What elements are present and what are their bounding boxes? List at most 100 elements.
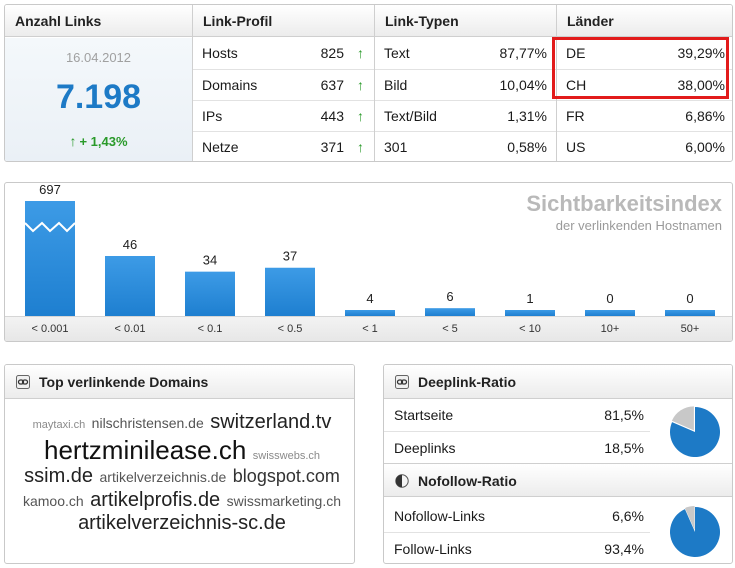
pie-slice-major	[670, 507, 720, 557]
ratio-panel: Deeplink-Ratio Startseite 81,5% Deeplink…	[383, 364, 733, 564]
up-arrow-icon: ↑	[357, 77, 364, 93]
row-value: 93,4%	[604, 541, 644, 557]
bar-value-label: 0	[686, 291, 693, 306]
row-value: 1,31%	[507, 108, 547, 124]
domain-tag-link[interactable]: swisswebs.ch	[252, 449, 320, 462]
chart-bar	[265, 267, 315, 316]
deeplink-row: Deeplinks 18,5%	[384, 431, 650, 463]
bar-value-label: 0	[606, 291, 613, 306]
domain-tag-link[interactable]: kamoo.ch	[22, 492, 84, 509]
bar-value-label: 46	[123, 237, 137, 252]
nofollow-pie-chart	[670, 506, 720, 557]
link-typen-row: Text 87,77%	[375, 38, 556, 69]
laender-row: US 6,00%	[557, 131, 732, 161]
laender-header: Länder	[557, 5, 732, 37]
row-label: US	[566, 139, 586, 155]
bar-value-label: 34	[203, 253, 217, 268]
up-arrow-icon: ↑	[357, 45, 364, 61]
axis-break-mark	[24, 221, 76, 233]
report-date: 16.04.2012	[65, 50, 132, 65]
anzahl-links-column: Anzahl Links 16.04.2012 7.198 ↑ + 1,43%	[5, 5, 192, 161]
row-value: 39,29%	[677, 45, 725, 61]
row-label: Startseite	[394, 407, 454, 423]
row-value: 6,86%	[685, 108, 725, 124]
x-tick-label: < 0.5	[278, 323, 303, 335]
bar-value-label: 4	[366, 291, 373, 306]
deeplink-ratio-title: Deeplink-Ratio	[418, 374, 517, 390]
domain-tag-link[interactable]: blogspot.com	[232, 466, 340, 487]
link-typen-row: Text/Bild 1,31%	[375, 100, 556, 131]
pie-slice-minor	[671, 406, 694, 431]
row-label: Bild	[384, 77, 408, 93]
domain-tag-link[interactable]: ssim.de	[24, 465, 94, 488]
domain-tag-link[interactable]: artikelprofis.de	[90, 488, 221, 511]
link-typen-row: Bild 10,04%	[375, 69, 556, 100]
row-value: 443	[320, 108, 344, 124]
laender-row: FR 6,86%	[557, 100, 732, 131]
domain-tag-link[interactable]: artikelverzeichnis.de	[99, 469, 227, 486]
laender-column: Länder DE 39,29% CH 38,00% FR 6,86% US 6…	[556, 5, 732, 161]
domain-tag-link[interactable]: artikelverzeichnis-sc.de	[78, 512, 286, 535]
half-circle-icon	[395, 474, 409, 488]
chart-bar	[585, 310, 635, 316]
link-icon	[395, 375, 409, 389]
bar-chart-svg: 697 < 0.001 46 < 0.01 34 < 0.1 37 < 0.5 4 < 1 6 < 5…	[24, 183, 715, 335]
domain-tag-link[interactable]: nilschristensen.de	[91, 415, 204, 431]
row-value: 6,00%	[685, 139, 725, 155]
bar-value-label: 1	[526, 291, 533, 306]
chart-title: Sichtbarkeitsindex	[526, 191, 722, 216]
anzahl-links-header: Anzahl Links	[5, 5, 192, 37]
x-tick-label: < 10	[519, 323, 541, 335]
laender-row: DE 39,29%	[557, 38, 732, 69]
laender-row: CH 38,00%	[557, 69, 732, 100]
pie-slice-major	[670, 407, 720, 457]
nofollow-ratio-header: Nofollow-Ratio	[384, 463, 732, 497]
row-value: 10,04%	[499, 77, 547, 93]
row-label: IPs	[202, 108, 223, 124]
domain-tag-cloud: maytaxi.ch nilschristensen.de switzerlan…	[17, 411, 347, 536]
chart-subtitle: der verlinkenden Hostnamen	[555, 218, 722, 233]
domain-tag-link[interactable]: maytaxi.ch	[32, 419, 86, 431]
chart-bar	[505, 310, 555, 316]
row-value: 6,6%	[612, 508, 644, 524]
row-label: Deeplinks	[394, 440, 456, 456]
pie-slice-minor	[684, 506, 695, 531]
domain-tag-link[interactable]: hertzminilease.ch	[43, 434, 247, 465]
link-typen-column: Link-Typen Text 87,77% Bild 10,04% Text/…	[374, 5, 556, 161]
sichtbarkeitsindex-chart: Sichtbarkeitsindex der verlinkenden Host…	[4, 182, 733, 342]
total-link-count: 7.198	[55, 78, 142, 116]
nofollow-ratio-title: Nofollow-Ratio	[418, 473, 517, 489]
row-label: Nofollow-Links	[394, 508, 486, 524]
bar-value-label: 6	[446, 289, 453, 304]
link-profil-row: Hosts 825 ↑	[193, 38, 374, 69]
row-label: Follow-Links	[394, 541, 472, 557]
up-arrow-icon: ↑	[357, 108, 364, 124]
row-value: 0,58%	[507, 139, 547, 155]
x-tick-label: < 0.01	[115, 323, 146, 335]
domain-tag-link[interactable]: swissmarketing.ch	[226, 492, 342, 509]
deeplink-ratio-header: Deeplink-Ratio	[384, 365, 732, 399]
row-value: 825	[320, 45, 344, 61]
row-value: 637	[320, 77, 344, 93]
row-value: 87,77%	[499, 45, 547, 61]
link-profil-row: Netze 371 ↑	[193, 131, 374, 161]
growth-value: + 1,43%	[79, 134, 128, 149]
chart-bar	[105, 256, 155, 316]
up-arrow-icon: ↑	[69, 133, 77, 149]
top-domains-title: Top verlinkende Domains	[39, 374, 209, 390]
chart-bar	[345, 310, 395, 316]
row-label: FR	[566, 108, 585, 124]
link-profil-column: Link-Profil Hosts 825 ↑ Domains 637 ↑ IP…	[192, 5, 374, 161]
summary-table: Anzahl Links 16.04.2012 7.198 ↑ + 1,43% L…	[4, 4, 733, 162]
deeplink-row: Startseite 81,5%	[384, 399, 650, 431]
top-domains-header: Top verlinkende Domains	[5, 365, 354, 399]
chart-title-block: Sichtbarkeitsindex der verlinkenden Host…	[526, 191, 722, 233]
top-domains-panel: Top verlinkende Domains maytaxi.ch nilsc…	[4, 364, 355, 564]
domain-tag-link[interactable]: switzerland.tv	[210, 411, 332, 433]
row-label: Netze	[202, 139, 239, 155]
chart-bar	[425, 308, 475, 316]
row-label: Hosts	[202, 45, 238, 61]
row-label: Domains	[202, 77, 258, 93]
x-tick-label: < 5	[442, 323, 458, 335]
chart-bar	[185, 271, 235, 316]
